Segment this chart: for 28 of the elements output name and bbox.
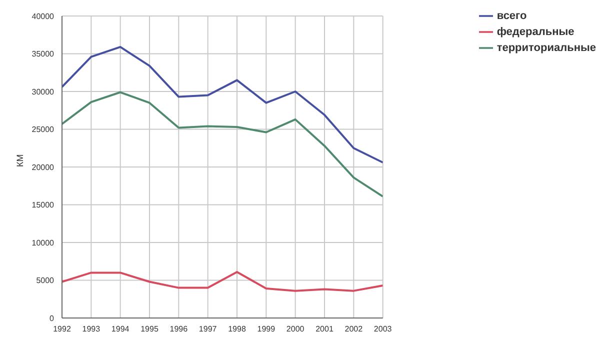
x-tick-label: 1992 xyxy=(53,324,72,334)
y-tick-label: 15000 xyxy=(32,200,55,210)
x-tick-label: 1994 xyxy=(111,324,130,334)
y-tick-label: 40000 xyxy=(32,12,55,21)
y-tick-label: 0 xyxy=(50,314,55,323)
y-tick-label: 35000 xyxy=(32,50,55,59)
x-tick-label: 1997 xyxy=(198,324,218,334)
y-axis-title: КМ xyxy=(15,154,26,167)
x-tick-label: 1995 xyxy=(140,324,159,334)
x-tick-label: 2002 xyxy=(344,324,364,334)
x-tick-label: 2000 xyxy=(286,324,305,334)
legend-label: территориальные xyxy=(496,42,596,54)
legend-label: всего xyxy=(496,10,527,22)
x-tick-label: 1999 xyxy=(257,324,276,334)
x-tick-label: 1998 xyxy=(228,324,246,334)
x-tick-label: 1996 xyxy=(170,324,188,334)
y-tick-label: 25000 xyxy=(32,125,55,134)
x-tick-label: 2003 xyxy=(374,324,392,334)
line-series xyxy=(62,91,383,198)
legend-label: федеральные xyxy=(496,26,574,38)
y-tick-label: 5000 xyxy=(36,276,55,286)
y-tick-label: 20000 xyxy=(32,162,55,172)
line-series xyxy=(62,46,383,164)
x-tick-label: 1993 xyxy=(82,324,101,334)
y-tick-label: 30000 xyxy=(32,87,55,96)
y-tick-label: 10000 xyxy=(32,238,55,248)
line-series xyxy=(62,270,383,292)
x-tick-label: 2001 xyxy=(316,324,334,334)
